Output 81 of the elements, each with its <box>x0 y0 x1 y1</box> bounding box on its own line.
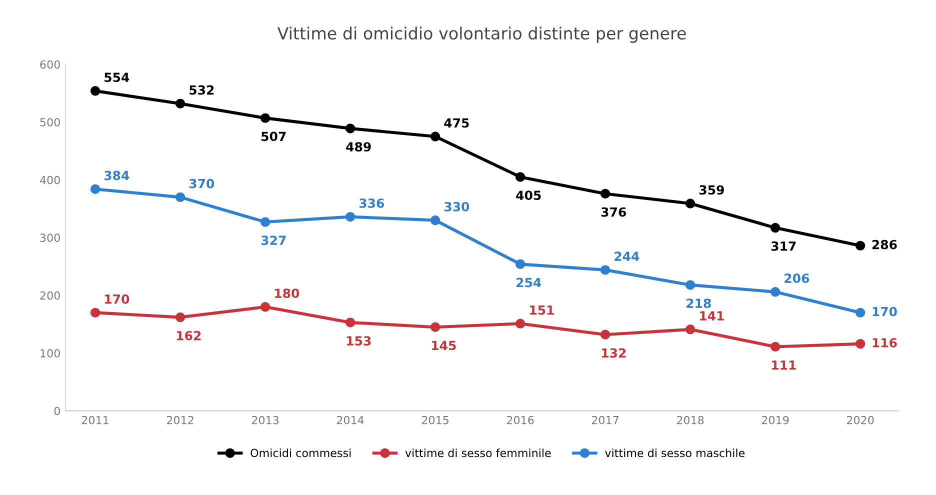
y-tick-label: 600 <box>40 60 60 69</box>
data-label: 254 <box>516 278 542 288</box>
x-tick-label: 2012 <box>166 416 194 424</box>
legend-label: vittime di sesso femminile <box>405 448 551 458</box>
chart-title: Vittime di omicidio volontario distinte per genere <box>277 26 686 43</box>
data-label: 244 <box>614 252 640 261</box>
data-label: 376 <box>601 207 626 217</box>
point <box>260 113 270 123</box>
x-tick-label: 2011 <box>82 416 108 424</box>
data-label: 170 <box>105 294 130 304</box>
x-tick-label: 2014 <box>336 416 364 424</box>
point <box>770 287 780 297</box>
point <box>685 280 696 290</box>
point <box>175 312 186 322</box>
data-label: 317 <box>771 241 796 251</box>
point <box>685 198 696 208</box>
data-label: 170 <box>872 306 897 316</box>
data-label: 132 <box>602 348 626 358</box>
data-label: 330 <box>444 202 470 212</box>
legend-label: vittime di sesso maschile <box>605 448 745 458</box>
data-label: 359 <box>699 185 724 195</box>
point <box>90 308 100 318</box>
x-tick-label: 2020 <box>846 416 874 424</box>
data-label: 162 <box>176 330 201 340</box>
point <box>770 342 780 352</box>
point <box>430 322 440 332</box>
data-label: 151 <box>530 305 554 315</box>
data-label: 153 <box>346 336 371 346</box>
data-label: 384 <box>104 170 130 180</box>
point <box>770 222 780 233</box>
point <box>430 132 440 142</box>
y-tick-label: 200 <box>40 291 60 300</box>
point <box>600 188 610 199</box>
point <box>345 124 356 134</box>
x-tick-label: 2018 <box>676 416 704 424</box>
point <box>600 265 610 275</box>
point <box>855 339 866 349</box>
y-tick-label: 100 <box>40 349 60 358</box>
point <box>685 324 696 334</box>
point <box>260 302 270 312</box>
data-label: 336 <box>359 198 384 208</box>
data-label: 405 <box>516 190 541 200</box>
y-tick-label: 400 <box>40 176 60 184</box>
point <box>260 217 270 227</box>
data-label: 218 <box>686 298 711 308</box>
point <box>175 98 186 108</box>
x-tick-label: 2013 <box>252 416 279 424</box>
point <box>600 330 610 340</box>
data-label: 145 <box>432 340 456 350</box>
x-tick-label: 2015 <box>422 416 448 424</box>
y-tick-label: 500 <box>40 118 60 126</box>
point <box>515 172 526 182</box>
point <box>515 259 526 270</box>
x-tick-label: 2017 <box>592 416 618 424</box>
data-label: 111 <box>772 360 796 370</box>
point <box>345 318 356 328</box>
data-label: 532 <box>190 85 214 95</box>
y-tick-label: 0 <box>54 406 60 416</box>
data-label: 489 <box>346 142 371 152</box>
point <box>855 240 866 251</box>
data-label: 327 <box>261 236 286 246</box>
data-label: 370 <box>189 178 214 188</box>
data-label: 475 <box>444 118 469 128</box>
point <box>430 215 440 226</box>
data-label: 116 <box>872 338 897 348</box>
point <box>345 212 356 222</box>
data-label: 554 <box>104 72 130 82</box>
point <box>515 318 526 329</box>
y-tick-label: 300 <box>40 234 60 242</box>
x-tick-label: 2016 <box>506 416 534 424</box>
data-label: 206 <box>784 274 810 284</box>
point <box>855 308 866 318</box>
legend-label: Omicidi commessi <box>250 448 351 458</box>
point <box>90 86 100 96</box>
data-label: 180 <box>275 288 300 298</box>
x-tick-label: 2019 <box>762 416 789 424</box>
data-label: 286 <box>872 240 897 250</box>
data-label: 141 <box>700 311 724 320</box>
point <box>175 192 186 202</box>
data-label: 507 <box>262 132 286 142</box>
point <box>90 184 100 194</box>
